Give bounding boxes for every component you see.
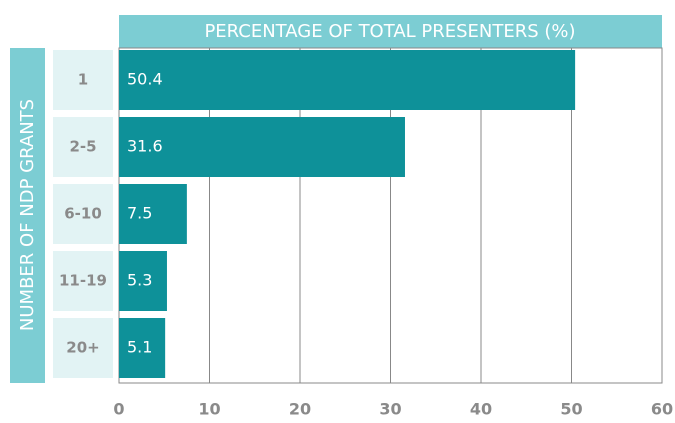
y-tick-label: 11-19 <box>59 272 107 290</box>
y-tick-label: 20+ <box>66 339 99 357</box>
x-tick-label: 50 <box>560 400 582 419</box>
y-tick-label: 6-10 <box>64 205 102 223</box>
x-tick-label: 30 <box>379 400 401 419</box>
category-box <box>53 184 113 244</box>
title-banner <box>119 15 662 48</box>
data-label: 5.3 <box>127 271 152 290</box>
bar <box>119 318 166 378</box>
bar <box>119 117 405 177</box>
data-label: 7.5 <box>127 204 152 223</box>
bar <box>119 251 167 311</box>
x-tick-label: 0 <box>113 400 124 419</box>
bar <box>119 184 187 244</box>
bar <box>119 50 576 110</box>
x-tick-label: 40 <box>470 400 492 419</box>
y-axis-label: NUMBER OF NDP GRANTS <box>17 99 38 331</box>
category-box <box>53 318 113 378</box>
y-tick-label: 1 <box>78 71 88 89</box>
category-box <box>53 50 113 110</box>
data-label: 50.4 <box>127 70 163 89</box>
y-axis-banner <box>10 48 45 383</box>
category-box <box>53 117 113 177</box>
x-tick-label: 10 <box>198 400 220 419</box>
data-label: 5.1 <box>127 338 152 357</box>
data-label: 31.6 <box>127 137 163 156</box>
x-tick-label: 20 <box>289 400 311 419</box>
chart-title: PERCENTAGE OF TOTAL PRESENTERS (%) <box>204 21 575 42</box>
x-tick-label: 60 <box>651 400 673 419</box>
y-tick-label: 2-5 <box>69 138 96 156</box>
category-box <box>53 251 113 311</box>
